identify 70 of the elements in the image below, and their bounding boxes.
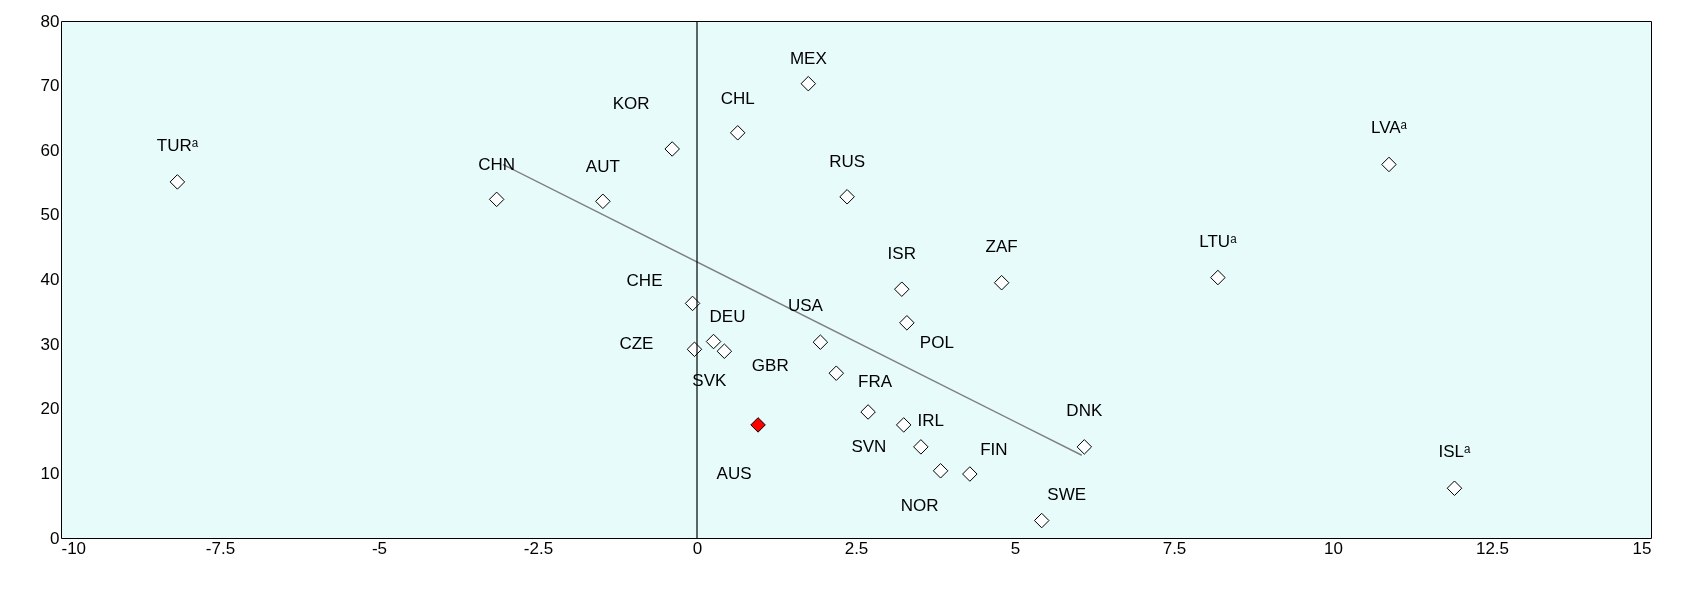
point [860,404,876,420]
annotation: CHE [626,271,663,291]
annotation: TURᵃ [156,135,199,155]
x-tick-label: 12.5 [1475,538,1510,558]
annotation: MEX [789,48,827,68]
annotation: NOR [900,495,939,515]
y-tick-label: 40 [40,270,60,289]
point [664,141,680,157]
x-tick-label: -5 [371,538,388,558]
annotation: FRA [858,371,893,391]
point [729,125,746,141]
x-tick-label: 2.5 [844,538,869,558]
point [1446,480,1463,496]
point [1210,269,1226,286]
point [894,281,910,297]
annotation: ISLᵃ [1438,442,1472,462]
annotation: CHL [720,88,755,108]
y-tick-label: 30 [40,334,60,354]
point [750,417,766,433]
x-tick-label: 5 [1010,538,1021,558]
annotation: AUS [716,463,752,483]
annotation: DEU [709,306,746,326]
annotation: SWE [1047,484,1087,504]
annotation: LVAᵃ [1371,118,1408,138]
annotation: DNK [1066,400,1103,420]
point [839,189,855,205]
x-tick-label: -10 [61,538,87,558]
x-tick-label: 7.5 [1162,538,1187,558]
annotation: LTUᵃ [1199,231,1238,251]
y-tick-label: 50 [40,205,60,225]
point [993,274,1010,291]
x-tick-label: -7.5 [205,538,236,558]
x-tick-label: 15 [1632,538,1652,558]
x-tick-label: 10 [1324,538,1343,558]
point [716,343,733,359]
point [895,417,912,433]
annotation: RUS [829,151,866,171]
point [1033,512,1050,529]
annotation: CZE [619,334,654,354]
y-tick-label: 80 [40,11,60,31]
point [913,439,929,455]
y-tick-label: 70 [40,76,60,96]
point [1076,439,1093,455]
annotation: FIN [980,440,1008,460]
point [812,334,829,350]
point [962,466,978,482]
annotation: ZAF [985,236,1018,256]
point [800,75,817,92]
y-tick-label: 20 [40,399,60,419]
x-tick-label: 0 [692,538,703,558]
annotation: KOR [612,93,650,113]
annotation: IRL [917,410,944,430]
point [595,193,611,210]
point [932,463,949,479]
point [899,315,915,331]
annotation: CHN [478,155,516,175]
y-tick-label: 60 [40,140,60,160]
annotation: AUT [585,157,620,177]
annotation: USA [787,296,824,316]
x-tick-label: -2.5 [523,538,554,558]
annotation: ISR [887,244,916,264]
annotation: SVN [851,436,887,456]
point [705,333,722,350]
point [169,174,186,190]
point [828,365,845,381]
point [1381,156,1397,173]
annotation: POL [919,332,954,352]
y-tick-label: 10 [40,463,60,483]
point [488,191,505,208]
annotation: GBR [751,356,789,376]
